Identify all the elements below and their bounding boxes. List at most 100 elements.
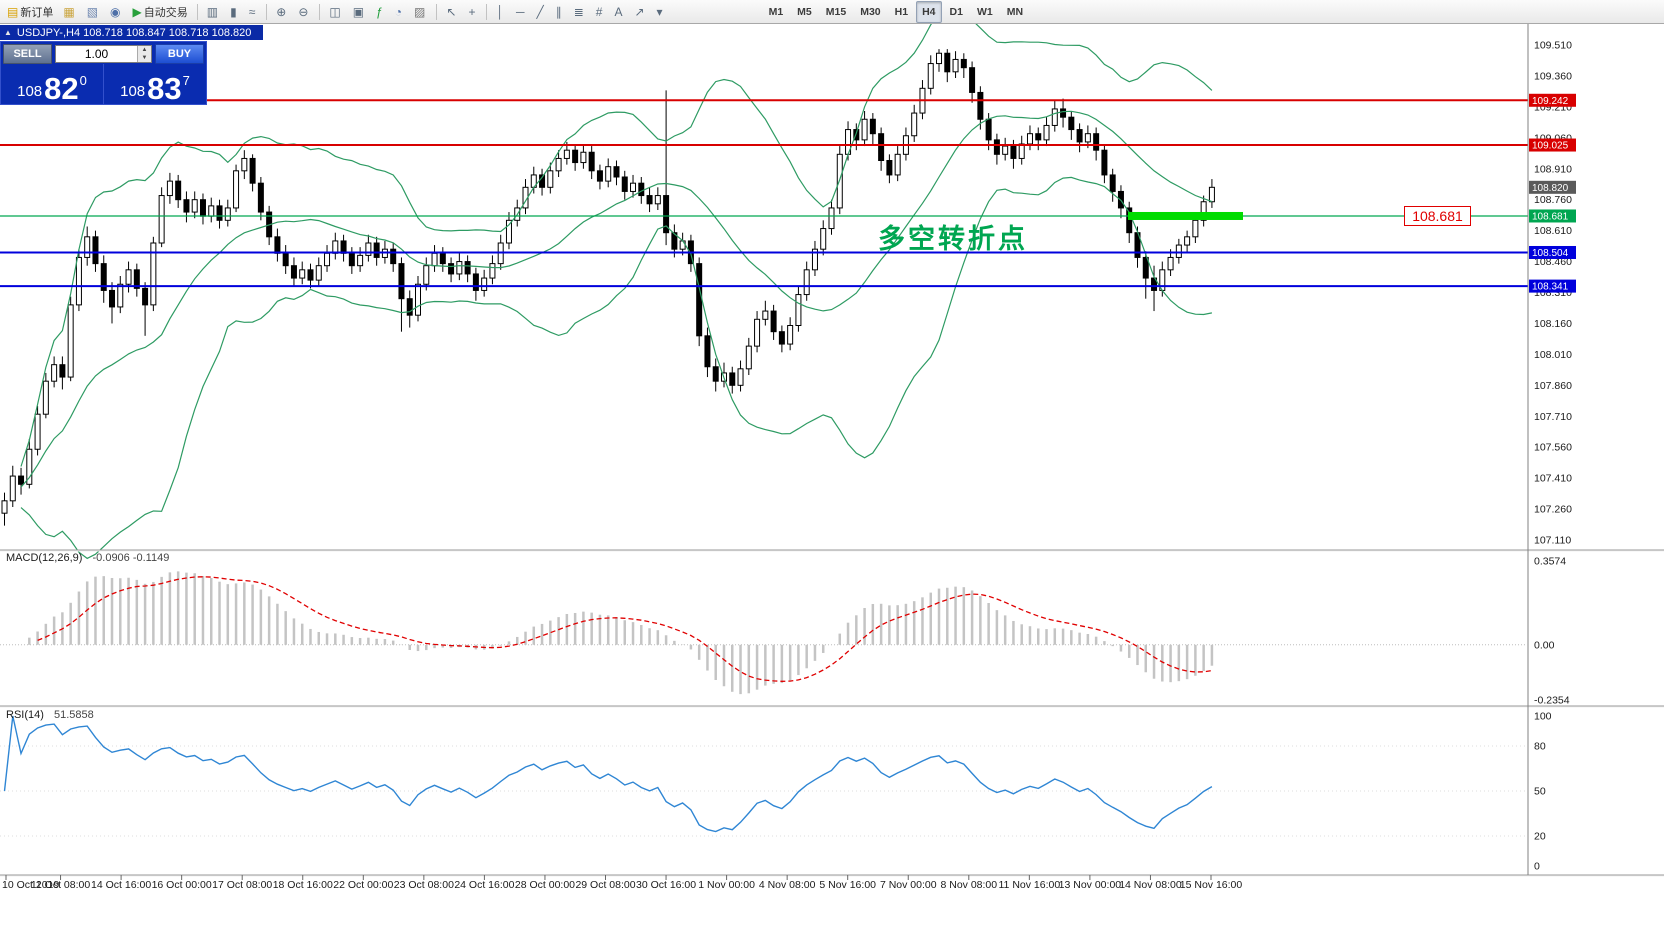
chart-annotation-text[interactable]: 多空转折点 bbox=[878, 224, 1028, 254]
sell-price-prefix: 108 bbox=[17, 83, 43, 100]
cursor-icon: ↖ bbox=[446, 4, 457, 19]
candlesticks bbox=[1, 49, 1215, 526]
new-order-button[interactable]: ▤ 新订单 bbox=[3, 1, 57, 23]
tile-windows-icon[interactable]: ◫ bbox=[325, 1, 346, 23]
buy-price-pip: 7 bbox=[182, 73, 190, 88]
price-callout-label[interactable]: 108.681 bbox=[1404, 206, 1471, 226]
tf-w1[interactable]: W1 bbox=[971, 1, 999, 23]
candles-chart-icon: ▮ bbox=[230, 4, 237, 19]
svg-text:11 Nov 16:00: 11 Nov 16:00 bbox=[999, 879, 1061, 891]
svg-text:14 Nov 08:00: 14 Nov 08:00 bbox=[1119, 879, 1182, 891]
vertical-line-icon: │ bbox=[496, 4, 504, 19]
symbol-arrow-icon: ▲ bbox=[4, 28, 12, 37]
tf-m1[interactable]: M1 bbox=[763, 1, 790, 23]
svg-text:0.3574: 0.3574 bbox=[1534, 556, 1566, 568]
grid-icon[interactable]: # bbox=[592, 1, 609, 23]
chart-canvas[interactable]: 109.510109.360109.210109.060108.910108.7… bbox=[0, 24, 1664, 950]
svg-text:13 Nov 00:00: 13 Nov 00:00 bbox=[1059, 879, 1122, 891]
svg-text:18 Oct 16:00: 18 Oct 16:00 bbox=[273, 879, 333, 891]
volume-up-icon[interactable]: ▲ bbox=[138, 46, 151, 54]
channel-icon: ∥ bbox=[555, 4, 562, 19]
tf-mn-label: MN bbox=[1006, 5, 1024, 18]
svg-text:107.710: 107.710 bbox=[1534, 411, 1572, 423]
volume-down-icon[interactable]: ▼ bbox=[138, 54, 151, 62]
auto-trading-button-icon: ▶ bbox=[132, 4, 142, 19]
macd-name: MACD(12,26,9) bbox=[6, 552, 83, 564]
market-watch-icon[interactable]: ◉ bbox=[106, 1, 126, 23]
bars-chart-icon[interactable]: ▥ bbox=[203, 1, 224, 23]
svg-text:22 Oct 00:00: 22 Oct 00:00 bbox=[333, 879, 393, 891]
text-icon[interactable]: A bbox=[610, 1, 628, 23]
zoom-in-icon[interactable]: ⊕ bbox=[272, 1, 292, 23]
buy-button[interactable]: BUY bbox=[155, 44, 204, 64]
svg-text:107.260: 107.260 bbox=[1534, 504, 1572, 516]
tf-mn[interactable]: MN bbox=[1001, 1, 1029, 23]
templates-icon[interactable]: ▨ bbox=[410, 1, 431, 23]
fibonacci-icon: ≣ bbox=[573, 4, 584, 19]
zoom-out-icon[interactable]: ⊖ bbox=[294, 1, 314, 23]
svg-text:-0.2354: -0.2354 bbox=[1534, 695, 1570, 707]
svg-text:108.681: 108.681 bbox=[1532, 211, 1569, 222]
svg-text:108.341: 108.341 bbox=[1532, 282, 1569, 293]
vertical-line-icon[interactable]: │ bbox=[492, 1, 510, 23]
tf-m30[interactable]: M30 bbox=[854, 1, 886, 23]
arrows-tool-icon[interactable]: ↗ bbox=[630, 1, 650, 23]
channel-icon[interactable]: ∥ bbox=[552, 1, 568, 23]
tf-m5[interactable]: M5 bbox=[791, 1, 818, 23]
sell-button[interactable]: SELL bbox=[3, 44, 52, 64]
buy-price[interactable]: 108 83 7 bbox=[104, 64, 206, 104]
profiles-icon: ▧ bbox=[86, 4, 99, 19]
highlight-segment[interactable] bbox=[1128, 211, 1243, 220]
svg-text:108.504: 108.504 bbox=[1532, 248, 1569, 259]
svg-text:108.760: 108.760 bbox=[1534, 194, 1572, 206]
toolbar-separator bbox=[436, 3, 438, 20]
profiles-icon[interactable]: ▧ bbox=[83, 1, 104, 23]
bars-chart-icon: ▥ bbox=[206, 4, 219, 19]
tf-h4[interactable]: H4 bbox=[916, 0, 942, 23]
line-chart-icon[interactable]: ≈ bbox=[245, 1, 262, 23]
svg-text:50: 50 bbox=[1534, 786, 1546, 798]
svg-text:20: 20 bbox=[1534, 831, 1546, 843]
horizontal-line-icon[interactable]: ─ bbox=[512, 1, 531, 23]
svg-text:17 Oct 08:00: 17 Oct 08:00 bbox=[212, 879, 272, 891]
toolbar-separator bbox=[319, 3, 321, 20]
toolbar-separator bbox=[486, 3, 488, 20]
svg-text:108.910: 108.910 bbox=[1534, 163, 1572, 175]
auto-trading-button[interactable]: ▶ 自动交易 bbox=[129, 1, 192, 23]
tf-d1[interactable]: D1 bbox=[944, 1, 969, 23]
macd-signal-line bbox=[37, 576, 1212, 682]
cascade-windows-icon[interactable]: ▣ bbox=[349, 1, 370, 23]
new-order-button-icon: ▤ bbox=[7, 4, 19, 19]
volume-value[interactable]: 1.00 bbox=[84, 47, 109, 61]
trendline-icon[interactable]: ╱ bbox=[532, 1, 549, 23]
rsi-name: RSI(14) bbox=[6, 709, 44, 721]
cursor-icon[interactable]: ↖ bbox=[442, 1, 462, 23]
fibonacci-icon[interactable]: ≣ bbox=[570, 1, 590, 23]
sell-price-pip: 0 bbox=[79, 73, 87, 88]
market-watch-icon: ◉ bbox=[110, 4, 121, 19]
svg-text:7 Nov 00:00: 7 Nov 00:00 bbox=[880, 879, 937, 891]
crosshair-icon[interactable]: + bbox=[464, 1, 481, 23]
periods-icon[interactable]: ◔ bbox=[391, 1, 408, 23]
charts-icon[interactable]: ▦ bbox=[59, 1, 80, 23]
zoom-out-icon: ⊖ bbox=[298, 4, 309, 19]
tf-m15[interactable]: M15 bbox=[820, 1, 852, 23]
svg-text:11 Oct 08:00: 11 Oct 08:00 bbox=[31, 879, 91, 891]
rsi-line bbox=[3, 715, 1213, 833]
chart-title-text: USDJPY-,H4 108.718 108.847 108.718 108.8… bbox=[16, 26, 252, 39]
shapes-dropdown-icon[interactable]: ▾ bbox=[653, 1, 669, 23]
svg-text:109.360: 109.360 bbox=[1534, 70, 1572, 82]
volume-input[interactable]: 1.00 ▲ ▼ bbox=[55, 45, 152, 63]
periods-icon: ◔ bbox=[394, 4, 403, 19]
rsi-value: 51.5858 bbox=[53, 709, 94, 721]
svg-text:14 Oct 16:00: 14 Oct 16:00 bbox=[91, 879, 151, 891]
indicators-icon[interactable]: ƒ bbox=[372, 1, 389, 23]
sell-price[interactable]: 108 82 0 bbox=[1, 64, 104, 104]
svg-text:109.025: 109.025 bbox=[1532, 141, 1569, 152]
tf-h1[interactable]: H1 bbox=[889, 1, 914, 23]
tf-w1-label: W1 bbox=[976, 5, 993, 18]
price-tag: 109.025 bbox=[1529, 138, 1576, 152]
candles-chart-icon[interactable]: ▮ bbox=[226, 1, 243, 23]
svg-text:24 Oct 16:00: 24 Oct 16:00 bbox=[454, 879, 514, 891]
